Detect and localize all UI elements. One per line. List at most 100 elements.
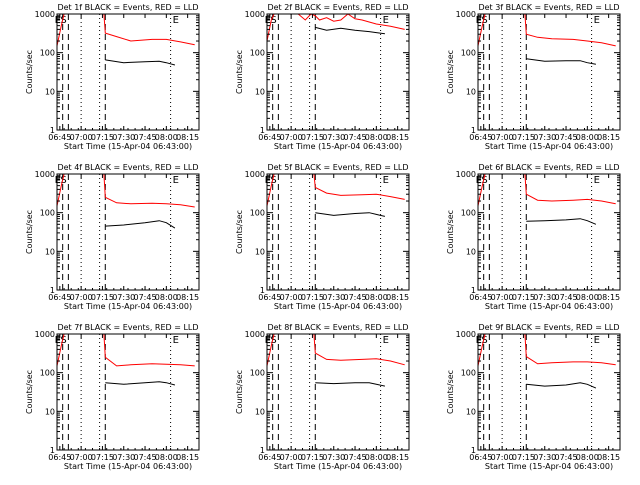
y-tick-label: 1: [260, 126, 265, 135]
y-tick-label: 100: [250, 369, 265, 378]
marker-label: E: [594, 175, 600, 186]
marker-label: E: [173, 15, 179, 26]
x-tick-label: 08:00: [576, 293, 599, 302]
series-line: [526, 58, 596, 65]
y-tick-label: 10: [45, 407, 55, 416]
x-tick-label: 07:00: [280, 133, 303, 142]
x-axis-label: Start Time (15-Apr-04 06:43:00): [64, 302, 192, 311]
y-tick-label: 1000: [245, 330, 265, 339]
plot-frame: [477, 13, 621, 131]
series-line: [105, 220, 176, 229]
y-tick-label: 1000: [456, 170, 476, 179]
chart-title: Det 3f BLACK = Events, RED = LLD: [478, 3, 619, 12]
y-axis-label: Counts/sec: [235, 210, 244, 254]
x-tick-label: 07:15: [301, 133, 324, 142]
marker-label: E: [383, 175, 389, 186]
x-tick-label: 08:00: [155, 453, 178, 462]
x-tick-label: 07:15: [301, 293, 324, 302]
y-tick-label: 10: [466, 247, 476, 256]
x-tick-label: 07:45: [555, 453, 578, 462]
x-tick-label: 07:30: [322, 133, 345, 142]
y-tick-label: 100: [250, 49, 265, 58]
x-axis-label: Start Time (15-Apr-04 06:43:00): [64, 462, 192, 471]
series-line: [266, 173, 405, 207]
y-tick-label: 1000: [35, 330, 55, 339]
marker-label: S: [481, 15, 487, 26]
x-tick-label: 07:15: [301, 453, 324, 462]
series-line: [477, 13, 616, 47]
series-line: [477, 173, 616, 207]
plot-frame: [266, 333, 410, 451]
series-line: [56, 173, 195, 208]
y-tick-label: 100: [250, 209, 265, 218]
x-tick-label: 07:45: [555, 133, 578, 142]
x-axis-label: Start Time (15-Apr-04 06:43:00): [64, 142, 192, 151]
x-tick-label: 08:15: [597, 453, 620, 462]
chart-title: Det 7f BLACK = Events, RED = LLD: [57, 323, 198, 332]
series-line: [315, 212, 386, 217]
series-line: [477, 333, 616, 367]
y-tick-label: 1000: [35, 10, 55, 19]
x-tick-label: 08:00: [365, 133, 388, 142]
y-tick-label: 10: [45, 247, 55, 256]
series-line: [56, 333, 195, 367]
x-tick-label: 08:00: [576, 453, 599, 462]
x-tick-label: 08:15: [386, 453, 409, 462]
y-tick-label: 1: [471, 126, 476, 135]
x-tick-label: 06:45: [258, 293, 281, 302]
marker-label: S: [60, 335, 66, 346]
series-line: [315, 26, 385, 35]
x-tick-label: 08:15: [386, 133, 409, 142]
x-tick-label: 07:15: [91, 453, 114, 462]
marker-label: S: [481, 335, 487, 346]
y-tick-label: 1: [50, 126, 55, 135]
plot-frame: [477, 333, 621, 451]
x-tick-label: 07:30: [112, 133, 135, 142]
y-tick-label: 100: [461, 49, 476, 58]
x-tick-label: 06:45: [258, 453, 281, 462]
x-axis-label: Start Time (15-Apr-04 06:43:00): [485, 302, 613, 311]
x-tick-label: 07:15: [512, 133, 535, 142]
x-tick-label: 07:00: [280, 453, 303, 462]
marker-label: E: [476, 15, 482, 26]
marker-label: E: [265, 175, 271, 186]
x-tick-label: 07:00: [280, 293, 303, 302]
x-tick-label: 06:45: [469, 293, 492, 302]
x-tick-label: 06:45: [48, 133, 71, 142]
x-tick-label: 07:00: [70, 133, 93, 142]
series-line: [266, 333, 405, 367]
chart-title: Det 8f BLACK = Events, RED = LLD: [267, 323, 408, 332]
marker-label: E: [55, 175, 61, 186]
chart-title: Det 2f BLACK = Events, RED = LLD: [267, 3, 408, 12]
y-axis-label: Counts/sec: [25, 370, 34, 414]
y-tick-label: 100: [40, 369, 55, 378]
x-tick-label: 07:30: [322, 453, 345, 462]
x-axis-label: Start Time (15-Apr-04 06:43:00): [274, 462, 402, 471]
y-tick-label: 1: [471, 446, 476, 455]
x-tick-label: 06:45: [258, 133, 281, 142]
marker-label: S: [60, 175, 66, 186]
marker-label: E: [594, 15, 600, 26]
x-tick-label: 06:45: [48, 293, 71, 302]
x-tick-label: 07:45: [344, 133, 367, 142]
x-tick-label: 06:45: [469, 133, 492, 142]
x-tick-label: 07:15: [91, 293, 114, 302]
x-tick-label: 07:45: [134, 293, 157, 302]
x-tick-label: 08:15: [597, 293, 620, 302]
x-tick-label: 07:15: [512, 453, 535, 462]
x-tick-label: 07:30: [112, 293, 135, 302]
y-axis-label: Counts/sec: [25, 50, 34, 94]
y-tick-label: 1: [471, 286, 476, 295]
x-tick-label: 07:15: [91, 133, 114, 142]
x-tick-label: 08:00: [155, 133, 178, 142]
y-tick-label: 10: [255, 87, 265, 96]
x-axis-label: Start Time (15-Apr-04 06:43:00): [485, 462, 613, 471]
y-axis-label: Counts/sec: [25, 210, 34, 254]
